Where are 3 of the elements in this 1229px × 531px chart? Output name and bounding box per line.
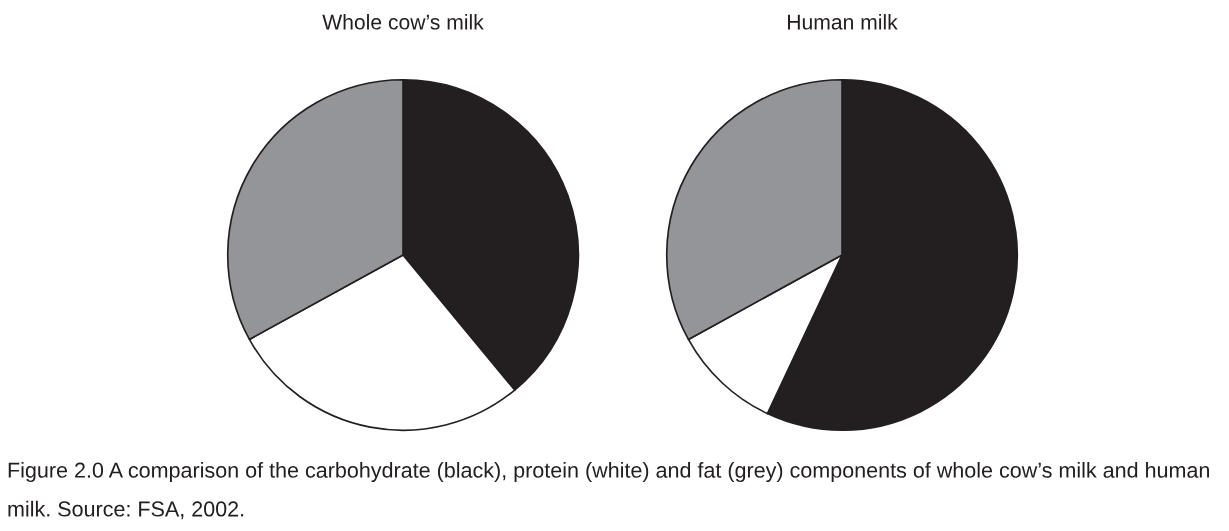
caption: Figure 2.0 A comparison of the carbohydrate (black), protein (white) and fat (grey) components of whole cow’s milk and human milk. Source: FSA, 2002. <box>8 462 1209 520</box>
chart-title: Whole cow’s milk <box>322 14 484 30</box>
chart-title: Human milk <box>788 14 898 30</box>
